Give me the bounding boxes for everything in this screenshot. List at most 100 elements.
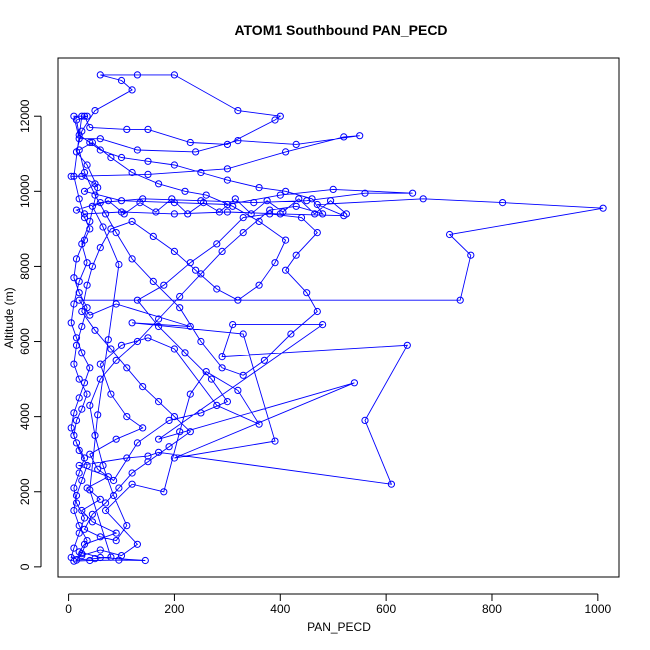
data-point [67,172,75,180]
data-point [112,229,120,237]
data-point [94,465,102,473]
x-axis-title: PAN_PECD [307,620,371,634]
data-point [160,281,168,289]
data-point [88,518,97,526]
data-point [170,161,178,169]
data-point [107,225,115,233]
data-point [292,140,300,148]
data-point [184,210,192,218]
data-point [197,337,205,346]
data-point [170,210,178,218]
data-point [229,321,237,329]
data-point [139,383,147,391]
data-point [144,334,152,342]
data-point [78,112,86,120]
data-point [170,413,178,421]
data-point [128,319,136,327]
data-point [83,537,91,545]
data-point [75,296,83,304]
data-point [70,506,78,515]
data-point [313,229,321,237]
data-point [340,133,348,141]
data-point [223,140,231,148]
data-point [123,125,131,133]
data-point [78,322,86,331]
data-point [295,195,303,203]
data-point [72,556,81,564]
data-point [213,240,221,248]
data-point [234,137,242,145]
data-point [308,195,316,203]
data-point [104,197,112,205]
data-point [186,138,194,147]
data-point [102,210,110,218]
data-point [255,420,263,428]
data-point [255,184,263,192]
data-point [78,506,86,515]
data-point [123,413,131,421]
data-point [292,251,300,259]
data-point [96,135,104,143]
data-point [186,322,194,331]
data-point [128,469,136,477]
data-point [70,172,78,180]
data-point [139,424,147,432]
data-point [80,379,89,387]
data-point [78,476,86,485]
data-point [239,214,247,222]
data-point [128,255,136,263]
y-tick-label: 12000 [18,99,32,133]
data-point [409,189,417,197]
data-point [78,405,86,413]
data-point [218,247,226,255]
data-point [329,185,337,193]
series-layer [67,71,607,565]
data-point [91,191,99,199]
data-point [133,337,141,346]
data-point [170,71,178,79]
data-point [223,176,231,184]
data-point [80,454,89,462]
data-point [282,187,290,195]
data-point [176,304,184,312]
data-point [155,180,163,188]
data-point [96,199,104,207]
data-point [313,200,321,209]
data-point [155,315,163,323]
data-point [279,208,287,216]
data-point [99,223,107,231]
data-point [282,236,290,244]
data-point [67,319,75,327]
data-point [96,146,104,154]
data-point [88,510,97,518]
data-point [75,461,83,470]
data-point [75,469,83,477]
data-point [181,349,189,357]
data-point [70,431,78,439]
data-point [94,411,102,419]
data-point [234,296,242,304]
data-point [234,107,242,115]
data-point [297,214,306,222]
data-point [342,210,350,218]
data-point [170,454,178,462]
data-point [133,146,141,154]
data-point [70,300,78,308]
data-point [117,76,126,85]
data-point [75,195,83,203]
y-tick-label: 6000 [18,328,32,355]
data-point [75,289,83,297]
x-tick-label: 0 [65,602,72,616]
data-point [72,341,81,349]
x-tick-label: 200 [164,602,184,616]
data-point [75,131,83,139]
data-point [96,375,104,383]
data-point [133,296,141,304]
data-point [86,225,94,233]
data-point [102,499,110,507]
data-point [96,533,104,541]
data-point [133,540,141,548]
data-point [292,202,300,210]
data-point [128,480,136,488]
data-point [361,189,369,197]
